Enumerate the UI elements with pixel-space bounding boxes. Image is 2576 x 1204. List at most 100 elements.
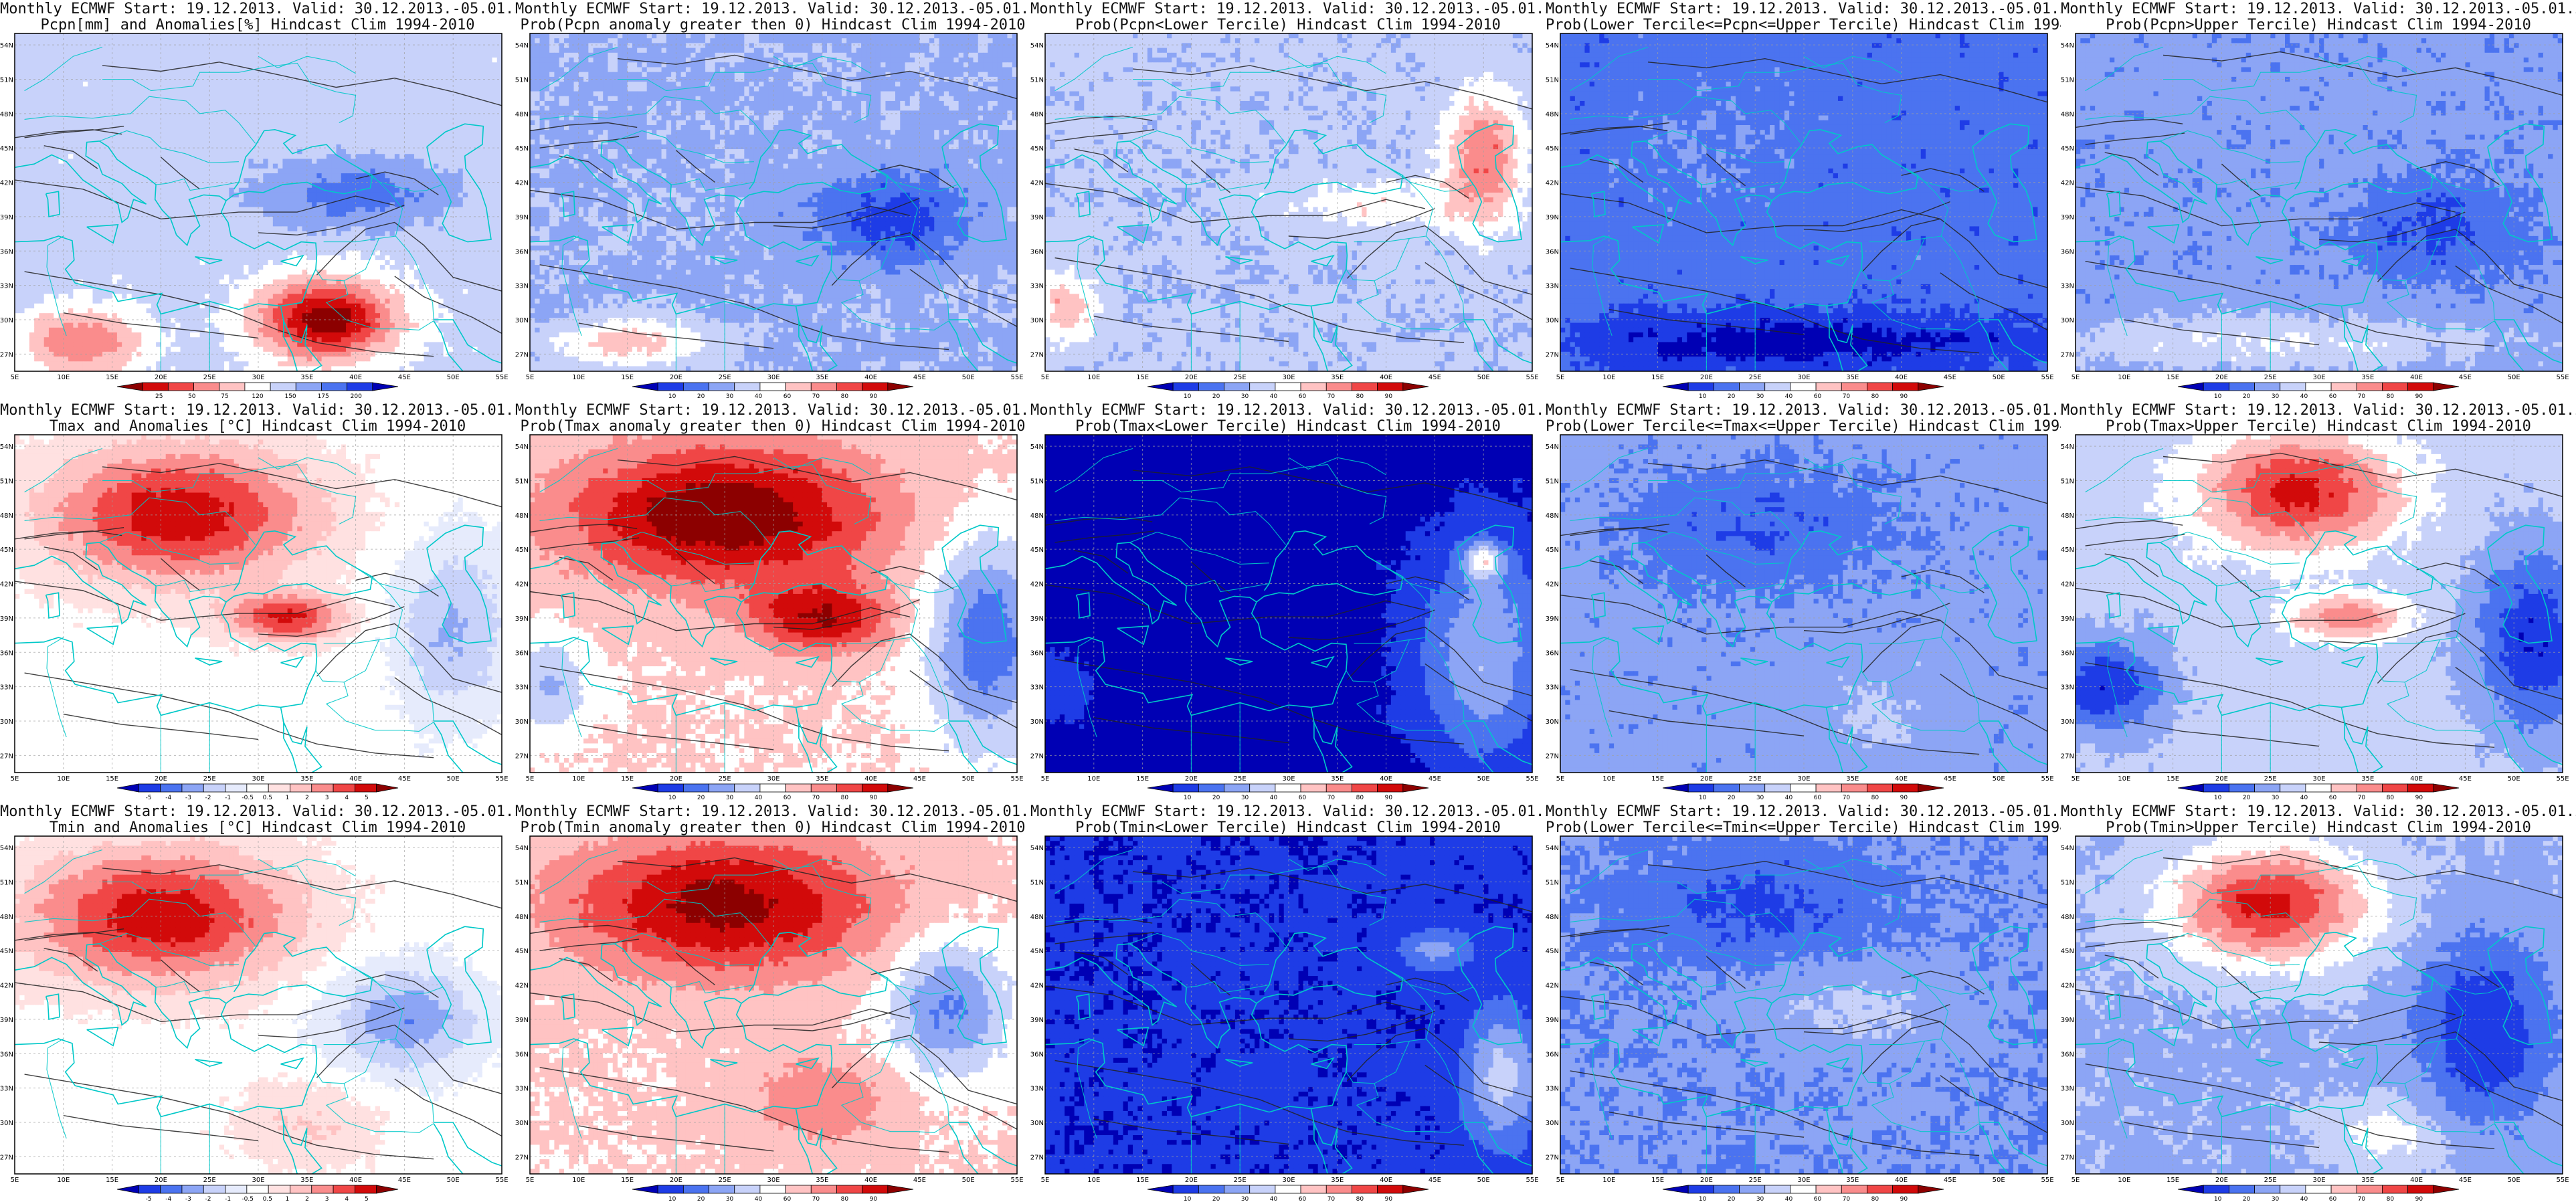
lon-tick-label: 5E <box>1556 1177 1565 1184</box>
lat-tick-label: 42N <box>1030 581 1044 589</box>
lon-tick-label: 5E <box>1041 775 1050 783</box>
lat-tick-label: 39N <box>2061 615 2074 623</box>
lat-tick-label: 33N <box>1030 283 1044 290</box>
lon-tick-label: 30E <box>252 374 264 381</box>
colorbar-tick-label: 0.5 <box>263 1196 272 1203</box>
lat-tick-label: 27N <box>1546 752 1559 760</box>
lat-tick-label: 33N <box>1030 684 1044 692</box>
lon-tick-label: 10E <box>1602 1177 1615 1184</box>
colorbar-tick-label: 30 <box>2272 795 2280 801</box>
lat-tick-label: 42N <box>1546 983 1559 990</box>
lon-tick-label: 5E <box>11 374 19 381</box>
lat-tick-label: 36N <box>2061 248 2074 256</box>
lon-tick-label: 15E <box>1651 1177 1664 1184</box>
panel-tmin-prob-gt0: Monthly ECMWF Start: 19.12.2013. Valid: … <box>515 803 1030 1204</box>
lon-tick-label: 35E <box>2361 374 2374 381</box>
lat-tick-label: 45N <box>1546 145 1559 153</box>
colorbar-tick-label: 90 <box>1385 393 1393 400</box>
lon-tick-label: 50E <box>1477 775 1490 783</box>
colorbar: 10 20 30 40 60 70 80 90 <box>1663 1185 1944 1203</box>
colorbar-tick-label: 90 <box>1900 393 1908 400</box>
lat-tick-label: 39N <box>1546 214 1559 221</box>
lon-tick-label: 35E <box>1331 1177 1344 1184</box>
lat-tick-label: 54N <box>0 42 13 49</box>
lon-tick-label: 15E <box>621 775 634 783</box>
lat-tick-label: 30N <box>1030 1120 1044 1127</box>
lat-tick-label: 30N <box>2061 718 2074 726</box>
colorbar-tick-label: 30 <box>726 795 734 801</box>
lon-tick-label: 35E <box>300 775 313 783</box>
lat-tick-label: 45N <box>1030 546 1044 554</box>
colorbar-tick-label: -0.5 <box>242 1196 254 1203</box>
colorbar-tick-label: 40 <box>1785 795 1793 801</box>
lon-tick-label: 45E <box>1944 775 1956 783</box>
lon-tick-label: 45E <box>913 1177 926 1184</box>
lon-tick-label: 55E <box>495 374 508 381</box>
lon-tick-label: 30E <box>2312 775 2325 783</box>
lon-tick-label: 45E <box>398 374 411 381</box>
lon-tick-label: 55E <box>2556 374 2569 381</box>
panel-tmax-anom: Monthly ECMWF Start: 19.12.2013. Valid: … <box>0 401 515 803</box>
lon-tick-label: 35E <box>816 775 828 783</box>
lon-tick-label: 15E <box>1136 374 1149 381</box>
lat-tick-label: 33N <box>1030 1086 1044 1093</box>
colorbar: 10 20 30 40 60 70 80 90 <box>2178 784 2459 801</box>
colorbar: 10 20 30 40 60 70 80 90 <box>632 1185 913 1203</box>
colorbar-tick-label: 60 <box>1814 393 1822 400</box>
lon-tick-label: 35E <box>816 1177 828 1184</box>
lon-tick-label: 50E <box>2508 775 2520 783</box>
colorbar-tick-label: 40 <box>2300 1196 2308 1203</box>
lon-tick-label: 40E <box>2410 775 2423 783</box>
colorbar-tick-label: 10 <box>668 795 676 801</box>
colorbar-tick-label: 60 <box>784 393 792 400</box>
lat-tick-label: 36N <box>515 1051 529 1058</box>
colorbar-tick-label: -2 <box>205 1196 211 1203</box>
colorbar-tick-label: 70 <box>2358 1196 2366 1203</box>
lat-tick-label: 42N <box>1546 581 1559 589</box>
colorbar-tick-label: 60 <box>1299 393 1307 400</box>
lon-tick-label: 40E <box>864 1177 877 1184</box>
colorbar-tick-label: 80 <box>841 1196 849 1203</box>
lon-tick-label: 20E <box>1700 775 1713 783</box>
colorbar-tick-label: 30 <box>1756 795 1764 801</box>
colorbar-tick-label: 20 <box>697 1196 705 1203</box>
lat-tick-label: 54N <box>2061 845 2074 852</box>
lon-tick-label: 15E <box>2167 374 2179 381</box>
lat-tick-label: 51N <box>1030 76 1044 84</box>
lat-tick-label: 54N <box>1030 42 1044 49</box>
lat-tick-label: 36N <box>1030 649 1044 657</box>
lon-tick-label: 40E <box>1380 1177 1392 1184</box>
lon-tick-label: 45E <box>1429 374 1441 381</box>
colorbar-tick-label: 60 <box>1299 795 1307 801</box>
lon-tick-label: 25E <box>2264 1177 2277 1184</box>
lat-tick-label: 39N <box>1546 615 1559 623</box>
lat-tick-label: 54N <box>1546 845 1559 852</box>
lon-tick-label: 30E <box>1282 1177 1295 1184</box>
colorbar-tick-label: 90 <box>1385 795 1393 801</box>
colorbar: 10 20 30 40 60 70 80 90 <box>1663 784 1944 801</box>
lat-tick-label: 54N <box>515 443 529 451</box>
lat-tick-label: 51N <box>2061 76 2074 84</box>
lon-tick-label: 55E <box>2556 775 2569 783</box>
lon-tick-label: 45E <box>1429 775 1441 783</box>
lat-tick-label: 48N <box>2061 111 2074 118</box>
lat-tick-label: 27N <box>515 1154 529 1161</box>
lon-tick-label: 50E <box>1993 1177 2005 1184</box>
lon-tick-label: 25E <box>1749 1177 1762 1184</box>
colorbar-tick-label: 80 <box>2387 393 2395 400</box>
colorbar-tick-label: 80 <box>1356 795 1364 801</box>
colorbar-tick-label: 70 <box>812 1196 820 1203</box>
lon-tick-label: 30E <box>252 1177 264 1184</box>
lat-tick-label: 42N <box>1546 180 1559 187</box>
lat-tick-label: 42N <box>515 983 529 990</box>
lat-tick-label: 45N <box>1030 145 1044 153</box>
lat-tick-label: 39N <box>515 1017 529 1024</box>
lat-tick-label: 51N <box>1030 879 1044 886</box>
colorbar-tick-label: -1 <box>225 1196 231 1203</box>
lat-tick-label: 51N <box>2061 879 2074 886</box>
lat-tick-label: 45N <box>2061 145 2074 153</box>
lon-tick-label: 10E <box>572 1177 585 1184</box>
